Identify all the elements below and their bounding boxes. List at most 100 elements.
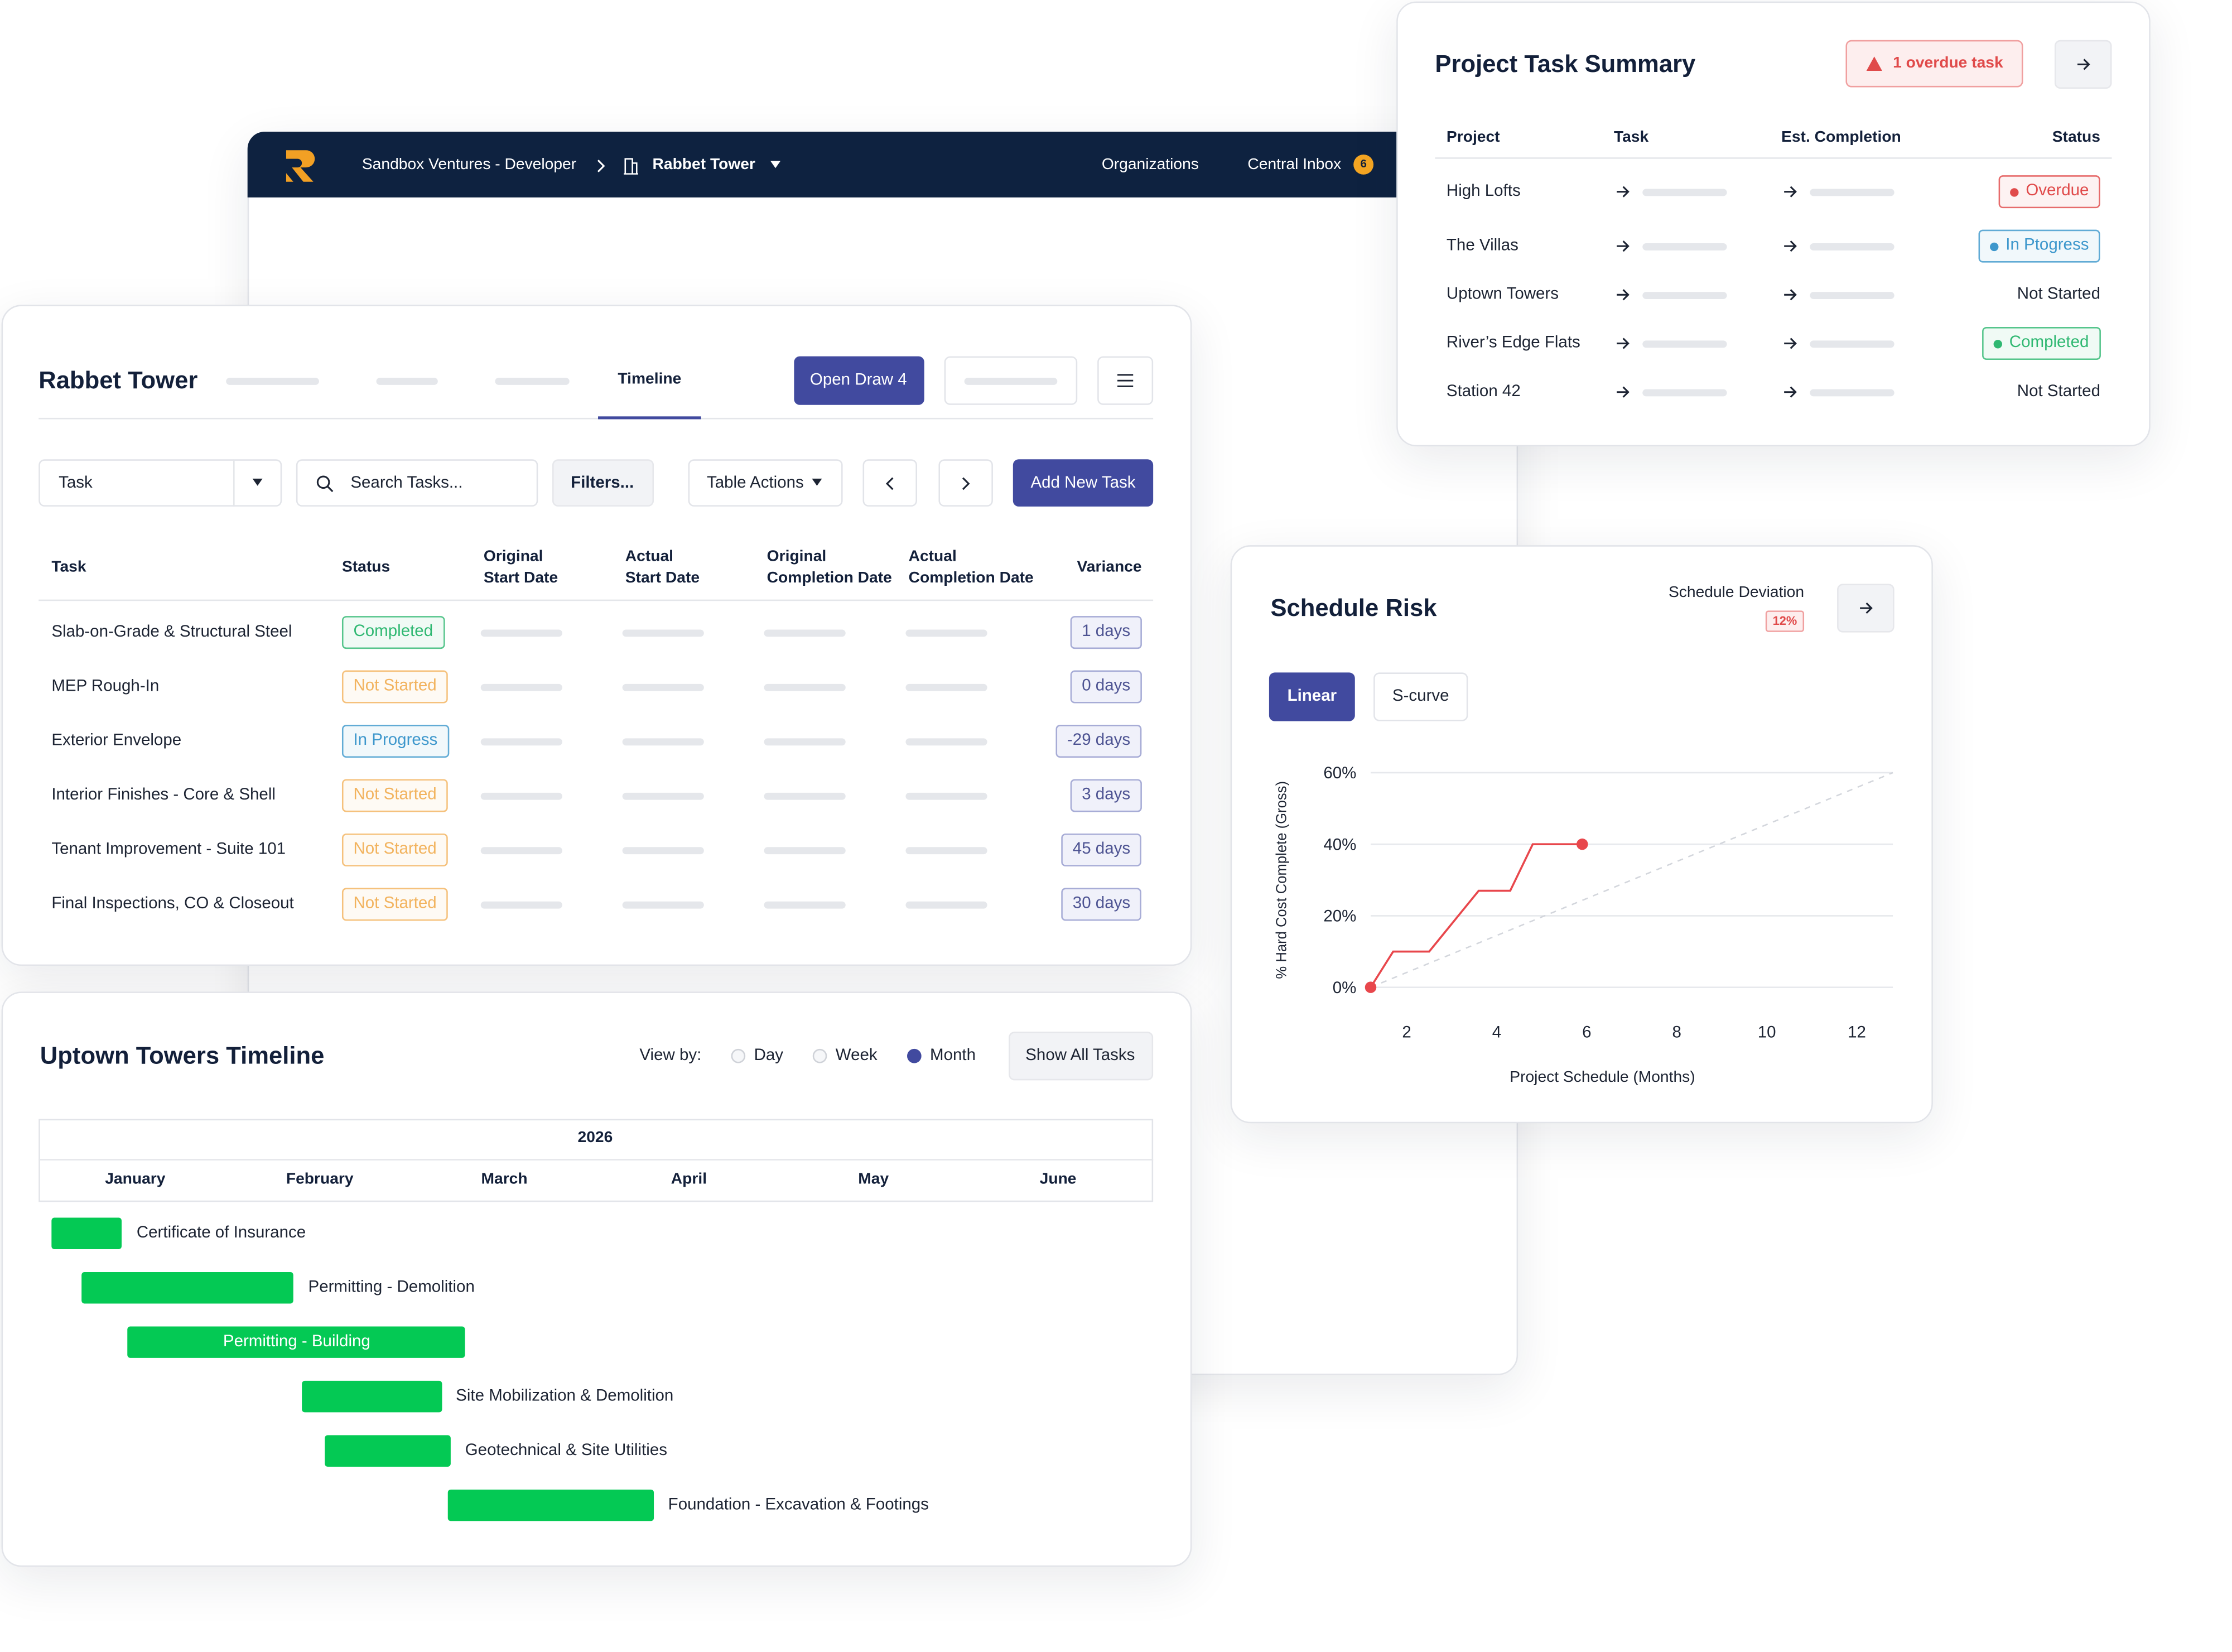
placeholder-bar: [226, 377, 319, 384]
search-box[interactable]: [296, 459, 538, 507]
overdue-label: 1 overdue task: [1893, 54, 2003, 72]
inbox-badge: [1353, 154, 1374, 175]
mode-label: Linear: [1287, 688, 1337, 705]
open-draw-button[interactable]: [794, 356, 924, 405]
logo: [286, 150, 315, 182]
caret-icon: [252, 478, 263, 486]
status-pill: Not Started: [341, 833, 449, 866]
placeholder-bar: [764, 629, 846, 637]
variance-pill: 45 days: [1061, 833, 1142, 866]
x-tick-label: 2: [1402, 1023, 1411, 1041]
show-all-button[interactable]: [1009, 1032, 1154, 1081]
gantt-bar: [52, 1217, 123, 1249]
divider: [38, 1159, 1154, 1160]
tab-active: Timeline: [618, 370, 682, 388]
gantt-bar: [301, 1380, 442, 1413]
arrow-icon: [1784, 289, 1797, 301]
status-pill: Not Started: [341, 888, 449, 921]
placeholder-bar: [905, 792, 987, 799]
schedule-card: [1230, 545, 1933, 1124]
arrow-icon: [1617, 338, 1630, 349]
y-axis-label: % Hard Cost Complete (Gross): [1274, 781, 1290, 979]
column-header: Task: [1613, 129, 1649, 146]
filters-button[interactable]: [552, 459, 654, 507]
view-option: Day: [754, 1047, 784, 1065]
mode-label: S-curve: [1392, 688, 1449, 705]
column-header: Est. Completion: [1781, 129, 1901, 146]
arrow-icon: [1784, 338, 1797, 349]
open-draw-label: Open Draw 4: [809, 372, 907, 389]
task-select[interactable]: [38, 459, 282, 507]
add-task-button[interactable]: [1013, 459, 1154, 507]
status-pill: Completed: [1982, 327, 2100, 360]
caret-icon: [770, 161, 781, 168]
arrow-icon: [1617, 240, 1630, 252]
placeholder-bar: [764, 846, 846, 854]
menu-icon: [1117, 374, 1134, 387]
placeholder-bar: [1810, 388, 1894, 396]
column-header: Original Completion Date: [767, 548, 892, 587]
y-tick-label: 0%: [1333, 979, 1357, 997]
placeholder-bar: [480, 629, 562, 637]
caret-icon: [812, 478, 822, 486]
placeholder-bar: [1642, 242, 1727, 250]
variance-pill: 30 days: [1061, 888, 1142, 921]
view-radio[interactable]: [731, 1048, 746, 1063]
gantt-bar: [325, 1435, 451, 1467]
panel-title: Uptown Towers Timeline: [40, 1042, 325, 1070]
series-line: [1370, 772, 1893, 988]
variance-pill: -29 days: [1055, 725, 1142, 758]
view-option: Week: [835, 1047, 878, 1065]
deviation-label: Schedule Deviation: [1668, 584, 1805, 601]
next-button[interactable]: [938, 459, 993, 507]
status-text: Not Started: [2017, 286, 2100, 304]
month-label: June: [1039, 1171, 1077, 1188]
view-by-label: View by:: [639, 1047, 702, 1065]
placeholder-bar: [480, 846, 562, 854]
variance-pill: 0 days: [1070, 670, 1142, 704]
filters-label: Filters...: [571, 474, 634, 492]
arrow-icon: [2077, 59, 2090, 70]
prev-button[interactable]: [862, 459, 917, 507]
column-header: Actual Start Date: [625, 548, 700, 587]
arrow-icon: [1784, 386, 1797, 398]
breadcrumb-project: Rabbet Tower: [652, 156, 755, 174]
s-curve-button[interactable]: [1373, 672, 1468, 721]
placeholder-bar: [1642, 340, 1727, 347]
x-tick-label: 12: [1848, 1023, 1866, 1041]
arrow-icon: [1617, 289, 1630, 301]
nav-link: Organizations: [1101, 156, 1199, 174]
view-radio[interactable]: [907, 1048, 922, 1063]
placeholder-bar: [905, 846, 987, 854]
placeholder-bar: [905, 738, 987, 745]
nav-link: Central Inbox: [1247, 156, 1342, 174]
linear-button[interactable]: [1269, 672, 1355, 721]
y-tick-label: 20%: [1323, 907, 1356, 926]
gantt-label: Permitting - Building: [223, 1333, 370, 1351]
project-name: River’s Edge Flats: [1446, 334, 1580, 352]
x-axis-label: Project Schedule (Months): [1510, 1067, 1695, 1085]
show-all-label: Show All Tasks: [1025, 1047, 1135, 1065]
placeholder-bar: [622, 846, 704, 854]
search-icon: [316, 475, 334, 493]
task-name: Tenant Improvement - Suite 101: [51, 841, 286, 859]
year-label: 2026: [577, 1129, 613, 1147]
task-name: Interior Finishes - Core & Shell: [51, 787, 276, 804]
deviation-badge: 12%: [1765, 610, 1805, 632]
tasks-card: [1, 305, 1192, 966]
placeholder-bar: [964, 377, 1058, 384]
arrow-icon: [1784, 186, 1797, 198]
endpoint-marker: [1577, 838, 1588, 850]
table-actions-label: Table Actions: [706, 474, 804, 492]
column-header: Status: [2052, 129, 2100, 146]
chevron-icon: [597, 160, 605, 172]
gantt-bar: [128, 1326, 466, 1358]
placeholder-bar: [495, 377, 570, 384]
view-radio[interactable]: [812, 1048, 827, 1063]
arrow-icon: [1784, 240, 1797, 252]
placeholder-bar: [480, 792, 562, 799]
month-label: February: [286, 1171, 354, 1188]
